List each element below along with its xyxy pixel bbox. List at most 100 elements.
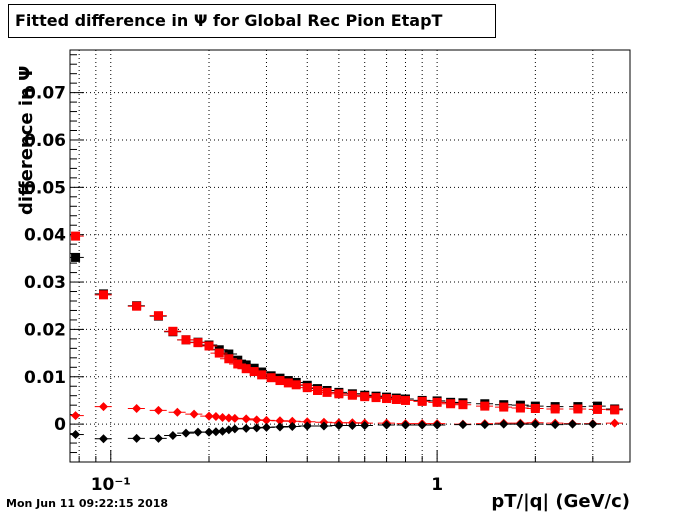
data-point-square — [241, 364, 251, 374]
data-point-square — [193, 338, 203, 348]
data-point-square — [360, 392, 370, 402]
y-tick-label: 0.04 — [24, 226, 66, 246]
data-point-diamond — [499, 419, 509, 429]
data-point-diamond — [99, 402, 109, 412]
y-tick-label: 0.01 — [24, 368, 66, 388]
data-point-square — [291, 380, 301, 390]
y-axis-label: difference in Ψ — [16, 65, 37, 215]
y-tick-label: 0.06 — [24, 131, 66, 151]
data-point-diamond — [480, 420, 490, 430]
y-tick-label: 0.07 — [24, 84, 66, 104]
data-point-square — [499, 402, 509, 412]
data-point-diamond — [71, 411, 81, 421]
data-point-square — [257, 370, 267, 380]
data-point-diamond — [132, 403, 142, 413]
data-point-square — [153, 311, 163, 321]
data-point-square — [71, 231, 81, 241]
data-point-diamond — [432, 420, 442, 430]
data-point-square — [458, 400, 468, 410]
data-point-square — [71, 252, 81, 262]
data-point-square — [550, 404, 560, 414]
data-point-diamond — [211, 412, 221, 422]
data-point-diamond — [71, 430, 81, 440]
data-point-square — [181, 335, 191, 345]
data-point-square — [515, 403, 525, 413]
data-point-diamond — [241, 414, 251, 424]
data-point-diamond — [287, 421, 297, 431]
data-point-square — [432, 397, 442, 407]
data-point-square — [371, 393, 381, 403]
data-point-diamond — [261, 415, 271, 425]
data-point-diamond — [610, 418, 620, 428]
data-point-diamond — [189, 409, 199, 419]
axes — [69, 49, 631, 463]
data-point-square — [610, 405, 620, 415]
data-point-square — [275, 376, 285, 386]
data-point-diamond — [400, 420, 410, 430]
data-point-square — [573, 404, 583, 414]
data-point-square — [322, 387, 332, 397]
x-tick-label: 1 — [431, 475, 443, 495]
data-point-diamond — [417, 420, 427, 430]
data-point-square — [446, 399, 456, 409]
data-point-square — [204, 341, 214, 351]
y-tick-label: 0.03 — [24, 273, 66, 293]
y-tick-label: 0.02 — [24, 320, 66, 340]
data-point-diamond — [287, 416, 297, 426]
data-point-diamond — [224, 425, 234, 435]
data-point-square — [214, 348, 224, 358]
data-point-diamond — [168, 430, 178, 440]
data-point-diamond — [382, 420, 392, 430]
data-point-diamond — [275, 422, 285, 432]
data-point-square — [334, 389, 344, 399]
data-point-diamond — [172, 407, 182, 417]
data-point-square — [99, 290, 109, 300]
data-point-square — [592, 404, 602, 414]
data-point-diamond — [319, 421, 329, 431]
y-tick-label: 0 — [54, 415, 66, 435]
data-point-square — [283, 378, 293, 388]
data-point-diamond — [261, 422, 271, 432]
data-point-diamond — [230, 424, 240, 434]
data-point-square — [400, 395, 410, 405]
data-point-diamond — [515, 419, 525, 429]
x-tick-label: 10⁻¹ — [91, 475, 131, 495]
data-point-diamond — [530, 419, 540, 429]
data-point-diamond — [568, 419, 578, 429]
data-point-diamond — [193, 427, 203, 437]
data-point-diamond — [588, 419, 598, 429]
data-point-diamond — [241, 423, 251, 433]
data-point-square — [233, 359, 243, 369]
data-point-square — [530, 403, 540, 413]
data-point-square — [132, 301, 142, 311]
data-point-diamond — [153, 433, 163, 443]
data-point-diamond — [153, 405, 163, 415]
data-point-square — [168, 326, 178, 336]
data-point-square — [224, 354, 234, 364]
data-point-diamond — [181, 428, 191, 438]
data-point-diamond — [360, 421, 370, 431]
data-markers — [70, 231, 623, 444]
tick-labels: 0 0.01 0.02 0.03 0.04 0.05 0.06 0.07 10⁻¹ 1 — [24, 84, 443, 495]
data-point-square — [391, 394, 401, 404]
data-point-diamond — [218, 426, 228, 436]
data-point-square — [382, 394, 392, 404]
data-point-diamond — [550, 420, 560, 430]
data-point-square — [480, 401, 490, 411]
data-point-diamond — [132, 433, 142, 443]
data-point-diamond — [252, 423, 262, 433]
data-point-square — [417, 396, 427, 406]
chart-title: Fitted difference in Ψ for Global Rec Pi… — [8, 4, 496, 38]
data-point-diamond — [347, 421, 357, 431]
x-axis-label: pT/|q| (GeV/c) — [491, 491, 630, 512]
grid-lines — [70, 50, 630, 462]
data-point-square — [347, 390, 357, 400]
data-point-diamond — [458, 420, 468, 430]
timestamp: Mon Jun 11 09:22:15 2018 — [6, 497, 169, 510]
data-point-square — [312, 385, 322, 395]
data-point-diamond — [334, 421, 344, 431]
data-point-diamond — [252, 415, 262, 425]
data-point-diamond — [275, 416, 285, 426]
data-point-square — [266, 373, 276, 383]
